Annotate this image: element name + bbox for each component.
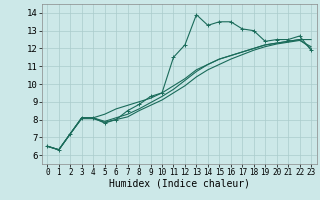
X-axis label: Humidex (Indice chaleur): Humidex (Indice chaleur) (109, 179, 250, 189)
